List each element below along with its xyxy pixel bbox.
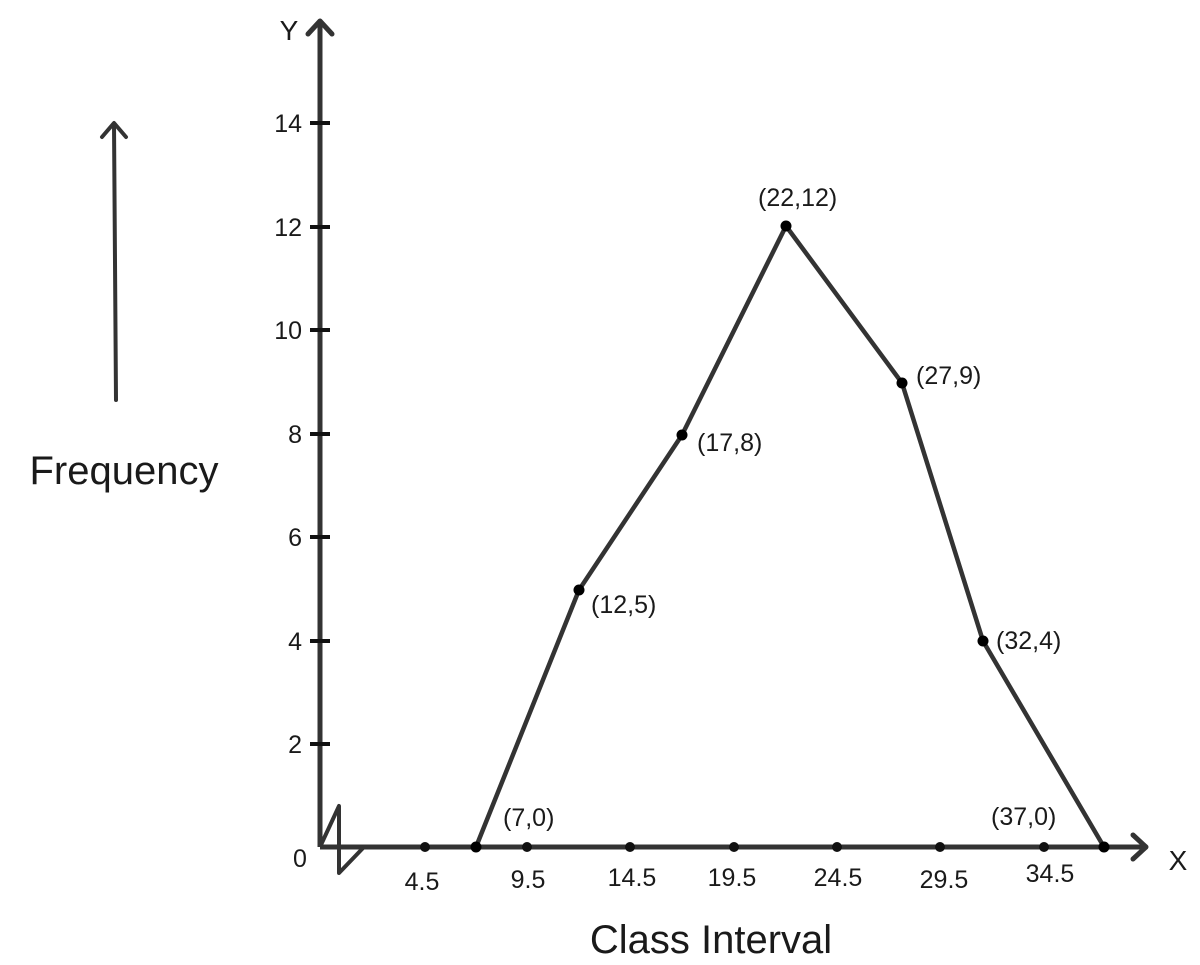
- x-tick-label: 19.5: [708, 864, 757, 892]
- origin-label: 0: [293, 845, 307, 873]
- point-label: (17,8): [697, 429, 762, 457]
- y-tick-label: 6: [288, 524, 302, 552]
- point-label: (7,0): [503, 804, 554, 832]
- y-tick-label: 2: [288, 731, 302, 759]
- y-tick-label: 10: [274, 317, 302, 345]
- data-point: [1098, 841, 1110, 853]
- y-axis-letter: Y: [280, 15, 299, 46]
- x-tick-label: 4.5: [405, 868, 440, 896]
- frequency-arrow-icon: [100, 121, 128, 402]
- point-labels: (7,0) (12,5) (17,8) (22,12) (27,9) (32,4…: [503, 184, 1061, 832]
- x-tick-labels: 4.5 9.5 14.5 19.5 24.5 29.5 34.5: [405, 860, 1075, 896]
- point-label: (27,9): [916, 362, 981, 390]
- y-tick-label: 8: [288, 421, 302, 449]
- x-tick-label: 24.5: [814, 864, 863, 892]
- data-point: [676, 429, 688, 441]
- frequency-polygon-line: [473, 223, 1106, 849]
- data-point: [896, 377, 908, 389]
- axis-break-icon: [318, 804, 366, 875]
- x-axis-letter: X: [1169, 845, 1188, 876]
- point-label: (37,0): [991, 803, 1056, 831]
- point-label: (32,4): [996, 627, 1061, 655]
- x-tick-label: 29.5: [920, 866, 969, 894]
- data-point: [573, 584, 585, 596]
- y-tick-label: 14: [274, 110, 302, 138]
- data-point: [470, 841, 482, 853]
- x-axis-title: Class Interval: [590, 918, 832, 962]
- x-tick-label: 9.5: [511, 866, 546, 894]
- y-tick-label: 12: [274, 214, 302, 242]
- point-label: (22,12): [758, 184, 837, 212]
- data-points: [470, 220, 1110, 853]
- y-axis-title: Frequency: [30, 449, 219, 493]
- data-point: [780, 220, 792, 232]
- y-tick-label: 4: [288, 628, 302, 656]
- point-label: (12,5): [591, 591, 656, 619]
- x-tick-label: 14.5: [608, 864, 657, 892]
- x-tick-label: 34.5: [1026, 860, 1075, 888]
- y-ticks: [310, 121, 330, 746]
- data-point: [977, 635, 989, 647]
- y-tick-labels: 2 4 6 8 10 12 14: [274, 110, 302, 759]
- x-tick-dots: [420, 842, 1049, 852]
